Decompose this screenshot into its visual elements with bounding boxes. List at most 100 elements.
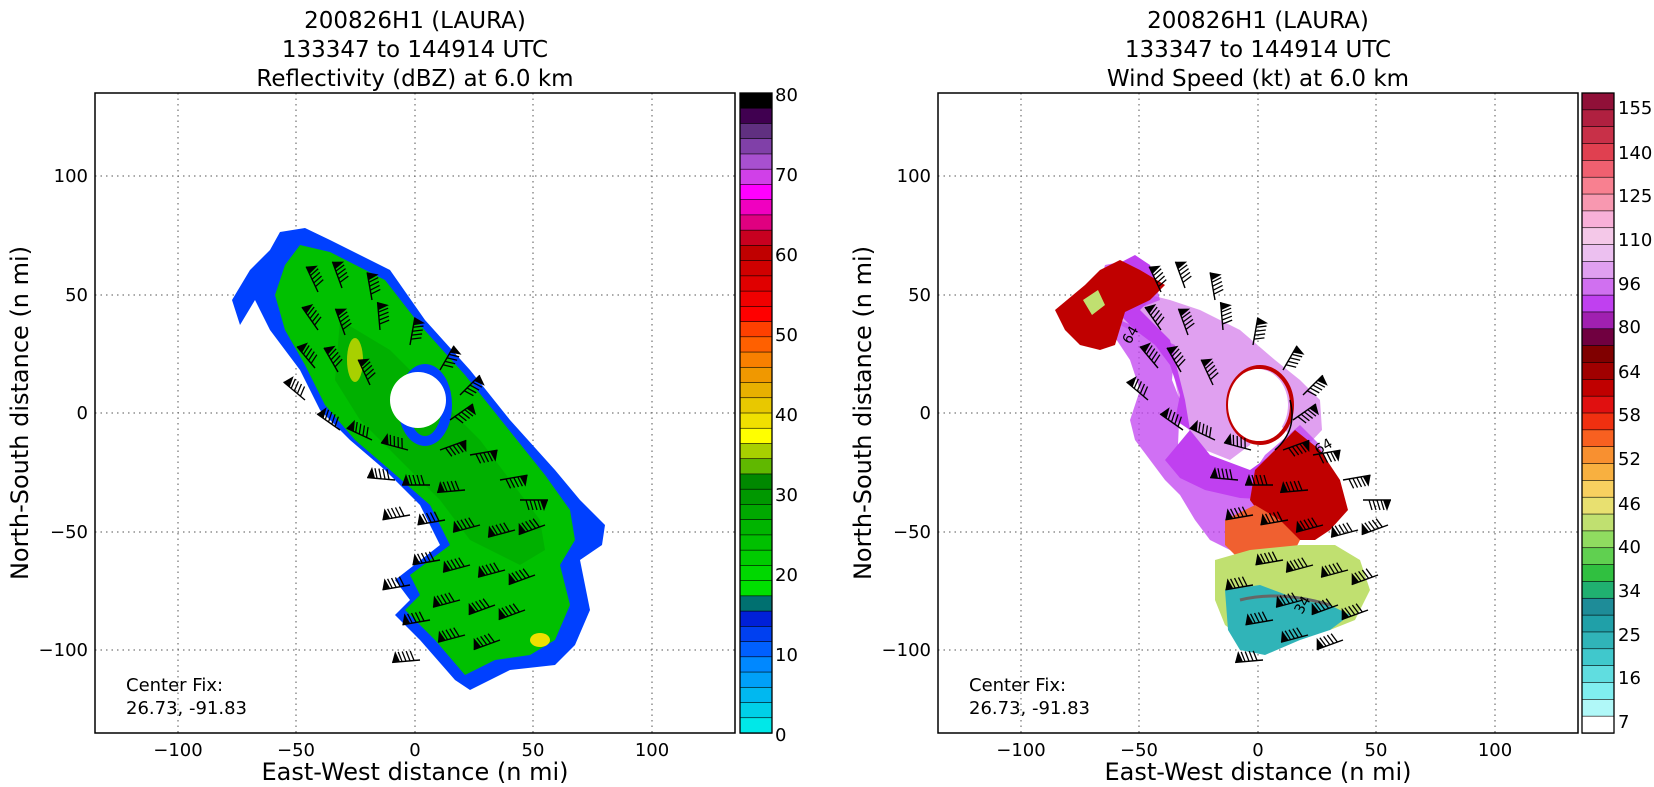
wind-barb-feather [420,552,427,563]
colorbar-segment [739,549,773,567]
colorbar-segment [1581,227,1615,246]
reflectivity-x-ticks: −100 −50 0 50 100 [153,740,669,761]
wind-barb-staff [1282,345,1298,371]
wind-barb-feather [414,612,421,623]
wind-barb-feather [370,288,381,295]
wind-center-fix-label: Center Fix: [969,675,1066,696]
wind-barb-feather [1288,447,1296,457]
wind-barb-feather [509,477,516,488]
wind-barb-feather [529,499,534,511]
wind-barb-feather [315,279,324,288]
wind-barb-feather [418,611,425,622]
wind-barb-staff [402,619,431,626]
wind-barb-feather [309,268,319,277]
wind-barb-flag [1332,450,1341,462]
wind-barb-feather [1233,507,1240,518]
wind-barb [1200,358,1219,386]
wind-barb-feather [422,513,428,524]
reflectivity-high-cell [530,633,550,647]
wind-barb-feather [1297,558,1304,568]
wind-field: 64 64 34 [1055,255,1370,655]
wind-barb-feather [522,568,530,578]
reflectivity-panel: 200826H1 (LAURA) 133347 to 144914 UTC Re… [6,8,798,786]
wind-barb-feather [367,372,376,381]
wind-barb [1219,302,1233,331]
wind-barb-feather [1371,519,1380,529]
wind-barb-staff [1174,261,1186,289]
wind-barb-feather [452,444,460,454]
wind-barb [1282,439,1310,457]
wind-barb-feather [1272,512,1279,523]
wind-barb-feather [485,564,493,574]
wind-barb-feather [1181,311,1191,319]
wind-barb-flag [402,613,411,625]
wind-barb-staff [1351,574,1379,586]
wind-barb [1295,517,1324,533]
reflectivity-center-fix-value: 26.73, -91.83 [126,698,247,719]
wind-barb-feather [518,569,527,579]
colorbar-segment [1581,328,1615,347]
wind-barb-feather [442,364,454,368]
wind-barb-flag [1144,304,1157,314]
wind-barb-flag [283,376,294,388]
wind-barb-feather [1263,474,1268,486]
wind-barb [1209,272,1224,301]
wind-barb-feather [368,277,379,283]
x-tick-label: 50 [522,740,545,761]
colorbar-segment [739,488,773,506]
wind-axes-frame [937,92,1579,734]
wind-barb [1189,419,1216,441]
wind-barb [1144,304,1165,331]
wind-barb-feather [1285,481,1291,492]
wind-barb-feather [1263,552,1270,563]
wind-barb-feather [450,559,458,569]
wind-barb-staff [1316,639,1344,651]
wind-barb-feather [1291,446,1300,456]
wind-barb-feather [425,512,432,523]
wind-barb-feather [299,386,306,397]
wind-barb-feather [1283,594,1291,604]
colorbar-segment [739,702,773,719]
wind-barb-feather [1251,474,1256,486]
wind-barb-feather [454,480,460,491]
wind-barb [449,403,476,424]
wind-barb-feather [1287,360,1299,365]
reflectivity-y-axis-label: North-South distance (n mi) [6,246,34,580]
wind-barb-feather [374,468,378,479]
wind-barb-feather [332,355,341,364]
colorbar-segment [1581,581,1615,599]
wind-barb-feather [1212,284,1223,291]
colorbar-tick-label: 58 [1618,405,1641,426]
colorbar-segment [1581,261,1615,279]
colorbar-frame [739,92,773,734]
wind-barb-feather [1279,595,1287,606]
wind-barb-flag [1362,475,1371,487]
y-tick-label: 0 [77,403,88,424]
reflectivity-title-line-2: 133347 to 144914 UTC [282,37,548,63]
y-tick-label: 50 [908,285,931,306]
reflectivity-title-line-1: 200826H1 (LAURA) [304,8,526,34]
wind-barb-feather [480,636,488,646]
wind-barb-feather [448,446,457,456]
wind-barb-feather [330,351,339,361]
wind-barb-feather [1212,280,1223,287]
colorbar-segment [1581,699,1615,717]
wind-barb-feather [1210,372,1219,381]
wind-barb-flag [346,419,355,432]
colorbar-tick-label: 40 [775,405,798,426]
wind-barb-feather [1268,512,1275,523]
colorbar-segment [739,92,773,109]
wind-barb-feather [1211,277,1222,283]
wind-barb-flag [458,440,467,453]
wind-barb-feather [401,651,407,662]
wind-barb-feather [378,311,389,317]
wind-barb [409,317,426,346]
wind-barb-feather [309,309,317,319]
wind-barb-feather [1221,307,1232,313]
wind-barb-feather [515,571,523,581]
wind-barb-feather [1326,452,1333,463]
wind-barb-feather [313,275,323,284]
wind-barb-feather [464,518,471,528]
wind-barb-feather [517,476,523,487]
wind-barb-flag [1295,520,1304,533]
